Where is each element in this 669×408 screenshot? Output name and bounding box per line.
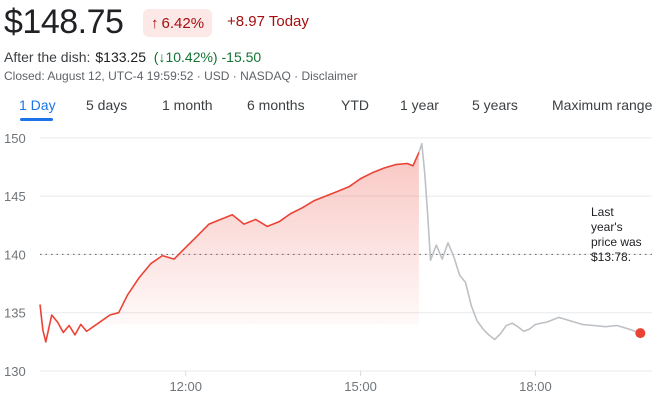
tab-maximum-range[interactable]: Maximum range	[552, 97, 653, 113]
tab-1-year[interactable]: 1 year	[400, 97, 439, 113]
after-hours-price-line	[418, 142, 641, 341]
tab-6-months[interactable]: 6 months	[247, 97, 305, 113]
session-price-line	[39, 152, 420, 343]
note-line-3: price was	[591, 235, 642, 249]
y-tick-label: 135	[4, 306, 26, 321]
x-tick-label: 12:00	[169, 379, 202, 394]
note-line-1: Last	[591, 205, 614, 219]
quote-meta: Closed: August 12, UTC-4 19:59:52 · USD …	[4, 69, 358, 83]
after-hours-label: After the dish:	[4, 49, 91, 65]
latest-price-marker	[635, 328, 646, 339]
current-price: $148.75	[4, 3, 124, 41]
y-tick-label: 140	[4, 247, 26, 262]
tab-5-days[interactable]: 5 days	[86, 97, 128, 113]
arrow-down-icon: ↓	[158, 49, 166, 65]
after-hours-percent: 10.42%)	[165, 49, 218, 65]
after-hours-change: -15.50	[221, 49, 262, 65]
tab-1-month[interactable]: 1 month	[162, 97, 213, 113]
note-line-2: year's	[591, 220, 623, 234]
active-tab-indicator	[20, 118, 53, 121]
change-percent: 6.42%	[161, 14, 205, 32]
arrow-up-icon: ↑	[151, 14, 159, 32]
y-tick-label: 130	[4, 364, 26, 379]
change-today: +8.97 Today	[227, 13, 309, 30]
note-line-4: $13.78.	[591, 250, 632, 264]
tab-ytd[interactable]: YTD	[341, 97, 369, 113]
y-tick-label: 145	[4, 189, 26, 204]
session-area-fill	[40, 152, 419, 342]
tab-1-day[interactable]: 1 Day	[19, 97, 56, 113]
x-tick-label: 15:00	[344, 379, 377, 394]
after-hours-paren: (	[146, 49, 159, 65]
previous-year-note: Last year's price was $13.78.	[591, 205, 642, 265]
tab-5-years[interactable]: 5 years	[472, 97, 518, 113]
x-tick-label: 18:00	[519, 379, 552, 394]
change-percent-badge: ↑ 6.42%	[143, 9, 213, 37]
price-chart: 150 145 140 135 130 12:00 15:00 18:00	[4, 131, 652, 394]
after-hours-row: After the dish: $133.25 (↓ 10.42%) -15.50	[4, 49, 261, 65]
range-tabs: 1 Day 5 days 1 month 6 months YTD 1 year…	[0, 97, 669, 121]
y-tick-label: 150	[4, 131, 26, 146]
after-hours-price: $133.25	[95, 49, 146, 65]
